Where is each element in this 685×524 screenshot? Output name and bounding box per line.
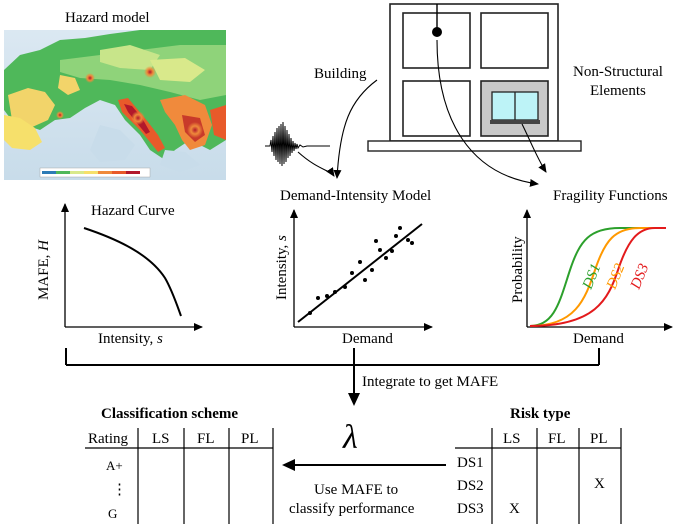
classification-header-rating: Rating	[88, 431, 128, 447]
classification-rating-row: A+	[106, 458, 123, 473]
risk-row-label: DS1	[457, 455, 484, 471]
hazard-curve-chart	[61, 203, 203, 331]
integration-connector	[65, 348, 600, 406]
fragility-ds3-label: DS3	[627, 262, 652, 293]
classification-header-ls: LS	[152, 431, 170, 447]
risk-row-label: DS3	[457, 501, 484, 517]
hazard-curve-xlabel: Intensity, s	[98, 331, 163, 347]
risk-header-pl: PL	[590, 431, 608, 447]
use-mafe-line2: classify performance	[289, 501, 415, 517]
classification-header-pl: PL	[241, 431, 259, 447]
demand-intensity-chart	[290, 209, 433, 331]
classification-rating-row: ⋮	[112, 482, 127, 498]
nonstructural-label-line1: Non-Structural	[573, 64, 663, 80]
risk-header-ls: LS	[503, 431, 521, 447]
hazard-curve-line	[83, 227, 182, 317]
risk-type-title: Risk type	[510, 406, 571, 422]
lambda-symbol: λ	[342, 419, 358, 456]
hazard-model-title: Hazard model	[65, 10, 150, 26]
risk-type-table-grid	[455, 428, 622, 524]
classification-header-fl: FL	[197, 431, 215, 447]
building-label: Building	[314, 66, 367, 82]
risk-header-fl: FL	[548, 431, 566, 447]
use-mafe-line1: Use MAFE to	[314, 482, 398, 498]
demand-intensity-title: Demand-Intensity Model	[280, 188, 431, 204]
hazard-curve-title: Hazard Curve	[91, 203, 175, 219]
fragility-title: Fragility Functions	[553, 188, 668, 204]
arrow-building-to-demand	[333, 79, 378, 179]
arrow-window-to-fragility	[521, 123, 547, 173]
fragility-curve-ds3	[529, 227, 666, 327]
fragility-curve-ds2	[529, 227, 666, 327]
classification-title: Classification scheme	[101, 406, 238, 422]
window-element	[490, 91, 540, 124]
demand-intensity-ylabel: Intensity, s	[274, 235, 290, 300]
fragility-ds1-label: DS1	[579, 262, 604, 293]
risk-row-label: DS2	[457, 478, 484, 494]
fragility-ds2-label: DS2	[603, 261, 628, 292]
arrow-mass-to-fragility	[436, 39, 539, 187]
fragility-xlabel: Demand	[573, 331, 624, 347]
nonstructural-label-line2: Elements	[590, 83, 646, 99]
demand-intensity-xlabel: Demand	[342, 331, 393, 347]
ground-slab	[367, 140, 582, 152]
integrate-label: Integrate to get MAFE	[362, 374, 498, 390]
risk-cell-mark: X	[594, 476, 605, 492]
classification-rating-row: G	[108, 506, 117, 521]
hazard-curve-ylabel: MAFE, H	[36, 239, 52, 300]
risk-cell-mark: X	[509, 501, 520, 517]
fragility-chart	[523, 209, 673, 331]
mass-dot	[432, 27, 442, 37]
scatter-points	[308, 226, 414, 315]
fragility-ylabel: Probability	[510, 236, 526, 303]
ground-motion-record	[265, 121, 330, 167]
arrow-record-to-demand	[297, 151, 335, 177]
fragility-curve-ds1	[529, 227, 666, 327]
regression-line	[297, 223, 423, 323]
hazard-map-image	[4, 30, 226, 180]
classification-table-grid	[85, 428, 274, 524]
